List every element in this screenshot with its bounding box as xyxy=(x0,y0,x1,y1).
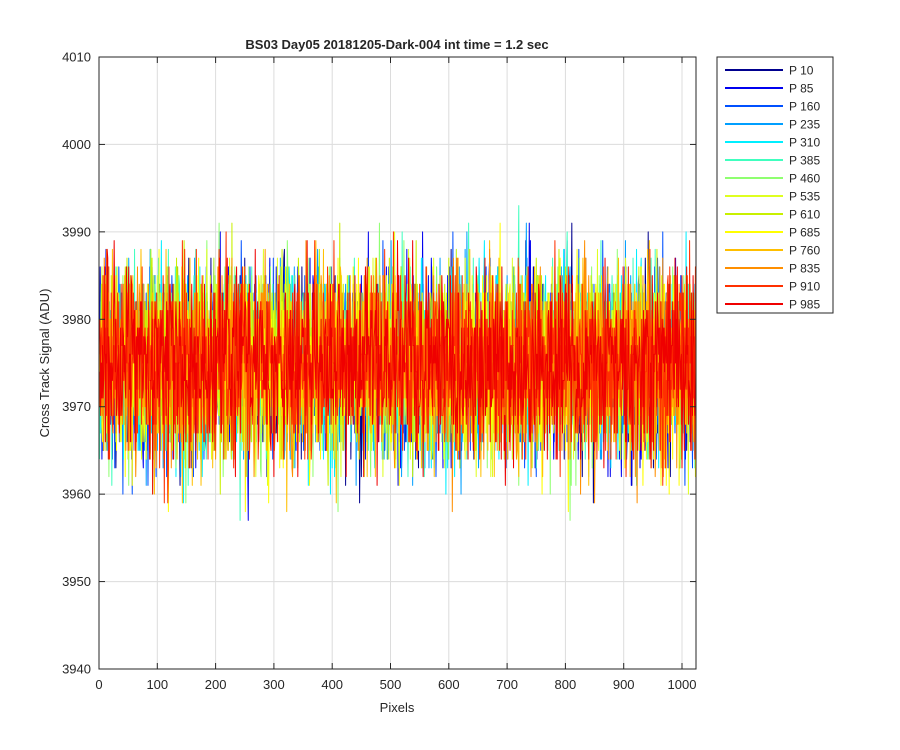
y-tick-label: 3940 xyxy=(62,662,91,677)
tick-layer: 0 100 200 300 400 500 600 700 800 900 1000 3940 3950… xyxy=(62,50,696,693)
x-tick-label: 300 xyxy=(263,677,285,692)
legend-label: P 760 xyxy=(789,244,820,258)
legend-label: P 985 xyxy=(789,298,820,312)
series-line-12 xyxy=(99,231,696,504)
legend-label: P 685 xyxy=(789,226,820,240)
legend-label: P 835 xyxy=(789,262,820,276)
legend: P 10 P 85 P 160 P 235 P 310 P 385 P 460 P 535 P … xyxy=(716,56,834,314)
legend-label: P 910 xyxy=(789,280,820,294)
x-tick-label: 600 xyxy=(438,677,460,692)
x-tick-label: 200 xyxy=(205,677,227,692)
x-tick-label: 700 xyxy=(496,677,518,692)
x-tick-label: 500 xyxy=(380,677,402,692)
legend-label: P 460 xyxy=(789,172,820,186)
series-layer xyxy=(99,205,696,521)
y-tick-label: 4000 xyxy=(62,137,91,152)
legend-label: P 85 xyxy=(789,82,814,96)
chart-title: BS03 Day05 20181205-Dark-004 int time = … xyxy=(245,37,548,52)
y-axis-label: Cross Track Signal (ADU) xyxy=(37,289,52,438)
x-tick-label: 0 xyxy=(95,677,102,692)
legend-label: P 235 xyxy=(789,118,820,132)
x-tick-label: 800 xyxy=(555,677,577,692)
x-tick-label: 900 xyxy=(613,677,635,692)
y-tick-label: 3950 xyxy=(62,574,91,589)
series-line-13 xyxy=(99,240,696,495)
legend-label: P 385 xyxy=(789,154,820,168)
y-tick-label: 3980 xyxy=(62,312,91,327)
y-tick-label: 4010 xyxy=(62,50,91,65)
y-tick-label: 3990 xyxy=(62,224,91,239)
x-tick-label: 100 xyxy=(146,677,168,692)
x-tick-label: 1000 xyxy=(668,677,697,692)
legend-label: P 610 xyxy=(789,208,820,222)
legend-label: P 160 xyxy=(789,100,820,114)
x-axis-label: Pixels xyxy=(380,700,415,715)
x-tick-label: 400 xyxy=(321,677,343,692)
legend-box xyxy=(716,56,834,314)
legend-label: P 310 xyxy=(789,136,820,150)
legend-label: P 10 xyxy=(789,64,814,78)
plot-frame xyxy=(98,56,697,670)
y-tick-label: 3960 xyxy=(62,487,91,502)
legend-label: P 535 xyxy=(789,190,820,204)
y-tick-label: 3970 xyxy=(62,399,91,414)
